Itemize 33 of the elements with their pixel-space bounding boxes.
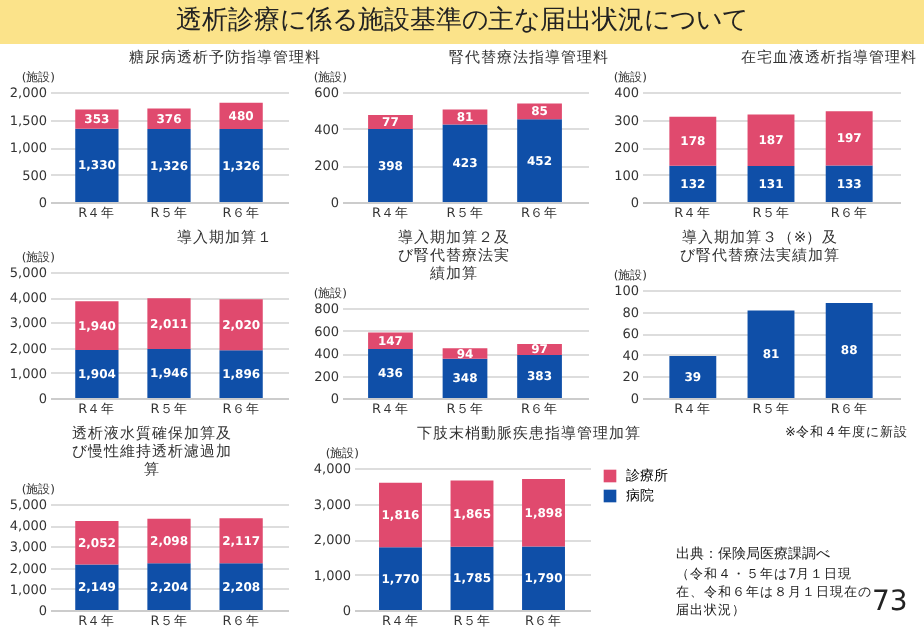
bar: [219, 350, 263, 398]
bar: [522, 546, 565, 610]
bar: [669, 165, 717, 202]
bar: [825, 302, 873, 398]
text: 透析診療に係る施設基準の主な届出状況について: [0, 0, 924, 44]
bar: [368, 129, 413, 202]
bar: [747, 310, 795, 398]
text: 73: [872, 586, 910, 618]
bar: [147, 348, 191, 398]
bar: [747, 114, 795, 166]
bar: [75, 350, 119, 398]
bar: [825, 165, 873, 202]
bar: [442, 124, 488, 202]
bar: [75, 128, 119, 202]
bar: [368, 348, 413, 398]
bar: [517, 119, 562, 202]
bar: [219, 299, 263, 351]
bar: [147, 298, 191, 349]
bar: [379, 547, 422, 610]
bar: [75, 564, 119, 610]
bar: [669, 355, 717, 398]
bar: [517, 354, 562, 398]
bar: [522, 479, 565, 547]
bar: [219, 518, 263, 564]
bar: [219, 563, 263, 610]
bar: [450, 480, 494, 547]
bar: [147, 129, 191, 202]
bar: [219, 129, 263, 202]
bar: [147, 563, 191, 610]
bar: [379, 482, 422, 548]
bar: [75, 301, 119, 351]
bar: [669, 116, 717, 166]
bar: [825, 111, 873, 166]
